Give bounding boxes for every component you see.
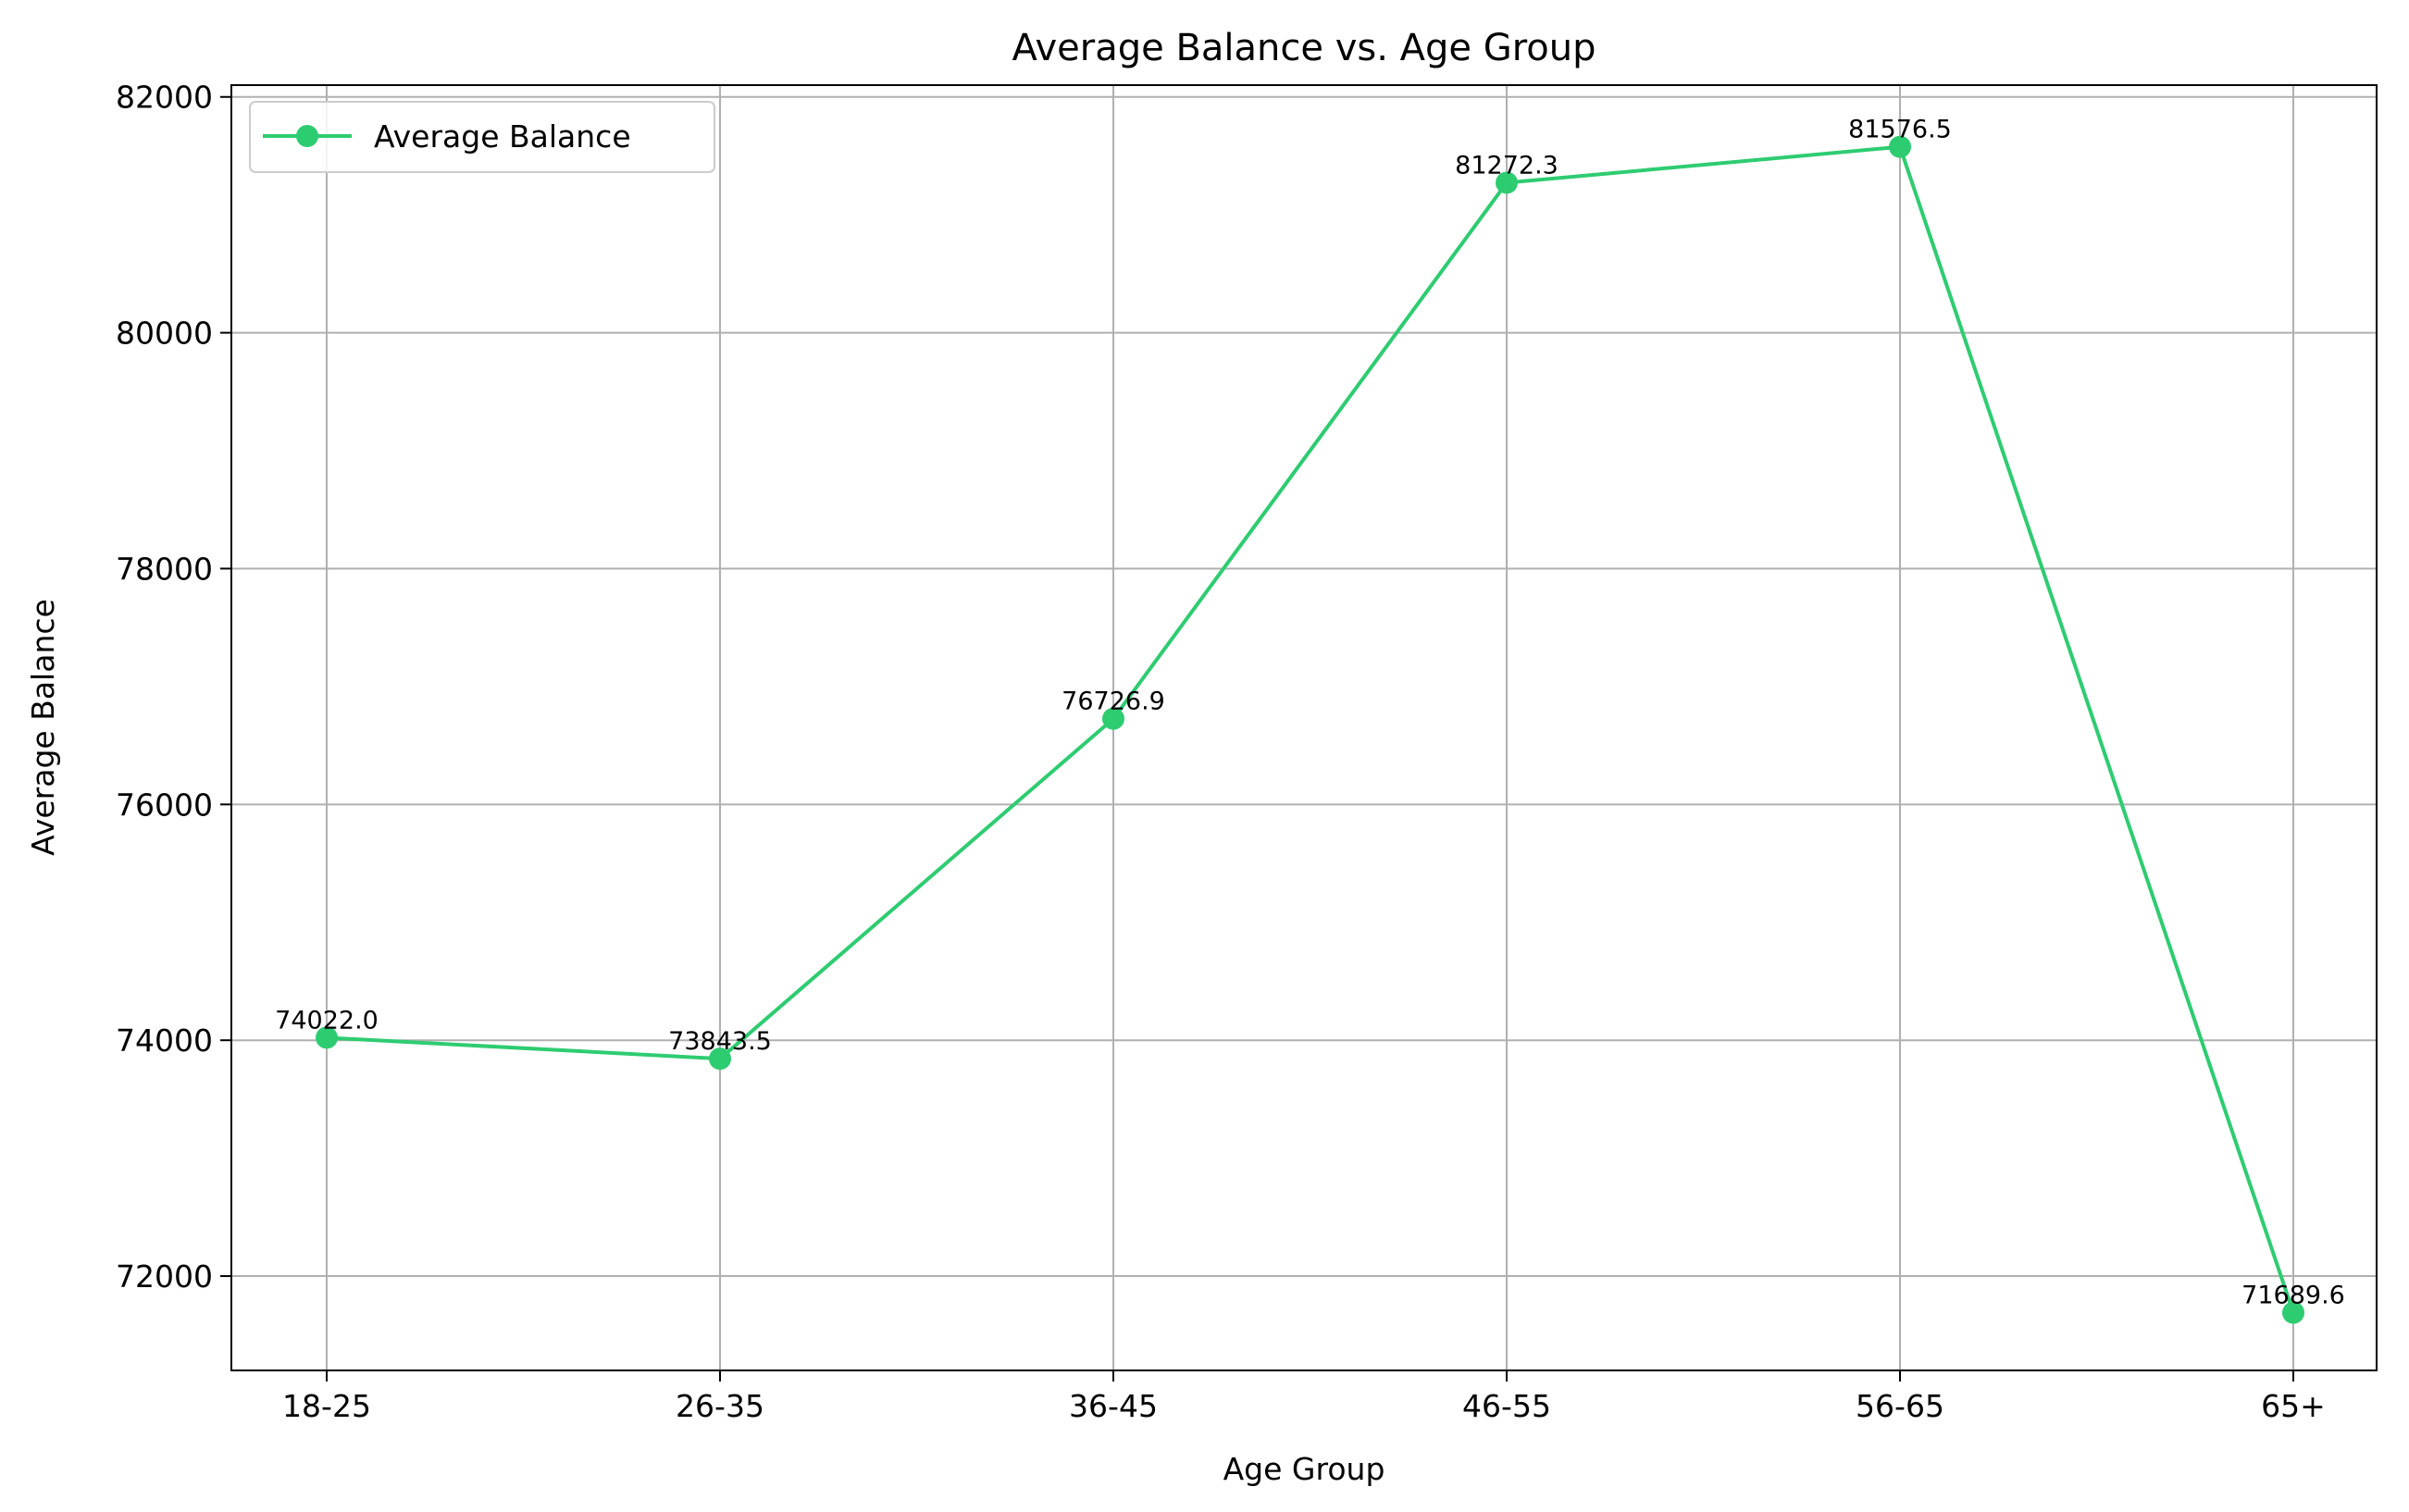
data-label: 76726.9 — [1062, 688, 1165, 716]
legend-point-marker — [296, 125, 318, 147]
plot-frame — [230, 84, 2378, 1371]
x-axis-label: Age Group — [1223, 1451, 1385, 1487]
y-tick-label: 74000 — [116, 1022, 213, 1059]
data-point — [316, 1026, 338, 1049]
data-point — [1496, 171, 1518, 194]
data-label: 74022.0 — [275, 1006, 379, 1035]
axis-ticks: 18-25 26-35 36-45 46-55 56-65 65+ 72000 74000 76… — [116, 80, 2326, 1424]
legend-box — [249, 101, 715, 173]
x-tick-label: 36-45 — [1069, 1388, 1158, 1424]
series-layer — [316, 135, 2304, 1324]
data-label: 81576.5 — [1848, 116, 1952, 144]
data-label: 71689.6 — [2241, 1282, 2345, 1310]
y-tick-label: 78000 — [116, 551, 213, 587]
y-tick-label: 80000 — [116, 316, 213, 352]
data-point — [1889, 135, 1911, 158]
data-label: 81272.3 — [1455, 151, 1558, 180]
y-tick-label: 76000 — [116, 787, 213, 823]
x-tick-label: 18-25 — [282, 1388, 371, 1424]
grid — [231, 85, 2377, 1370]
legend-entry-average-balance: Average Balance — [374, 118, 631, 155]
chart-title: Average Balance vs. Age Group — [1012, 27, 1596, 69]
y-axis-label: Average Balance — [25, 599, 61, 856]
data-point — [1102, 707, 1124, 730]
data-labels: 74022.0 73843.5 76726.9 81272.3 81576.5 71689… — [275, 116, 2345, 1310]
y-tick-label: 82000 — [116, 80, 213, 116]
x-tick-label: 65+ — [2261, 1388, 2326, 1424]
x-tick-label: 56-65 — [1856, 1388, 1944, 1424]
x-tick-label: 46-55 — [1462, 1388, 1551, 1424]
data-point — [709, 1047, 731, 1071]
legend: Average Balance — [249, 101, 715, 173]
x-tick-label: 26-35 — [676, 1388, 764, 1424]
data-label: 73843.5 — [668, 1027, 772, 1056]
series-line-average-balance — [326, 144, 2295, 1314]
data-point — [2282, 1301, 2304, 1324]
y-tick-label: 72000 — [116, 1258, 213, 1295]
